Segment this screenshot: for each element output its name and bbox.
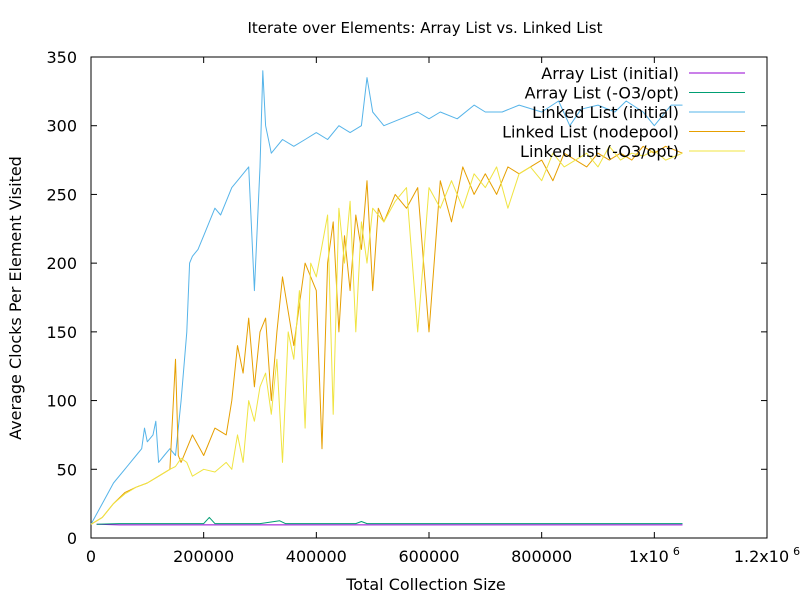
x-axis: 0 200000 400000 600000 800000 1x10 6 1.2x10 6: [86, 57, 800, 566]
x-tick-label: 1x10 6: [629, 545, 680, 566]
y-tick-label: 350: [46, 48, 77, 67]
y-tick-label: 150: [46, 323, 77, 342]
x-tick-label: 800000: [511, 547, 572, 566]
x-tick-label: 600000: [398, 547, 459, 566]
y-tick-label: 200: [46, 254, 77, 273]
legend: Array List (initial)Array List (-O3/opt)…: [502, 64, 745, 161]
series-lines: [90, 70, 683, 526]
legend-label: Linked List (initial): [532, 103, 679, 122]
series-line-2: [96, 516, 683, 525]
legend-label: Linked list (-O3/opt): [520, 142, 679, 161]
legend-label: Array List (initial): [541, 64, 679, 83]
legend-label: Linked List (nodepool): [502, 123, 679, 142]
legend-label: Array List (-O3/opt): [525, 84, 679, 103]
x-tick-label: 400000: [286, 547, 347, 566]
x-tick-exponent: 6: [673, 545, 680, 558]
series-line-5: [90, 145, 683, 525]
y-axis: 0 50 100 150 200 250 300 350: [46, 48, 767, 548]
series-line-3: [90, 70, 683, 525]
y-tick-label: 250: [46, 185, 77, 204]
y-tick-label: 300: [46, 117, 77, 136]
x-tick-exponent: 6: [793, 545, 800, 558]
y-tick-label: 0: [67, 529, 77, 548]
series-line-4: [90, 145, 683, 525]
x-tick-label: 0: [86, 547, 96, 566]
x-tick-label: 200000: [173, 547, 234, 566]
y-tick-label: 50: [57, 460, 77, 479]
x-axis-title: Total Collection Size: [345, 575, 506, 594]
chart-title: Iterate over Elements: Array List vs. Li…: [247, 19, 602, 37]
y-axis-title: Average Clocks Per Element Visited: [6, 156, 25, 440]
x-tick-label: 1.2x10 6: [734, 545, 800, 566]
series-line-1: [96, 523, 683, 526]
y-tick-label: 100: [46, 392, 77, 411]
